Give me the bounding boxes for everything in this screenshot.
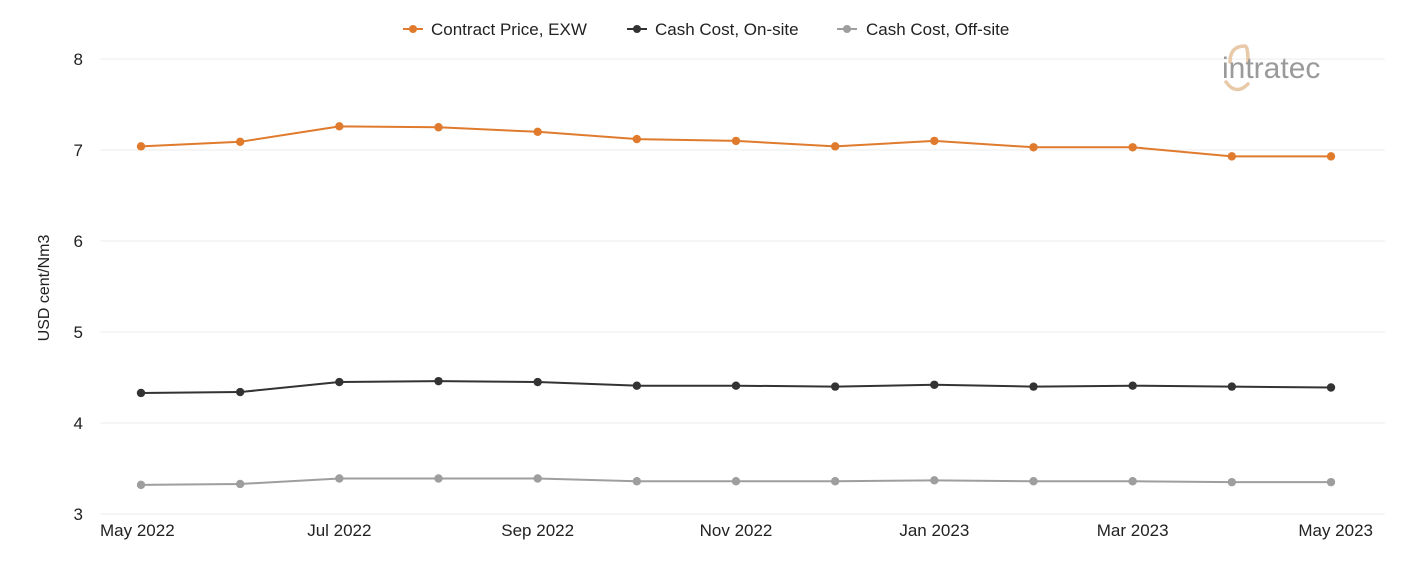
data-point[interactable] [930,476,939,485]
data-point[interactable] [1128,143,1137,152]
y-axis-label: USD cent/Nm3 [36,235,53,342]
x-tick-label: Jul 2022 [307,521,371,540]
logo-text: intratec [1222,52,1320,85]
legend-label: Contract Price, EXW [431,20,587,39]
y-tick-label: 4 [74,414,83,433]
x-tick-label: Jan 2023 [899,521,969,540]
x-tick-label: May 2022 [100,521,175,540]
data-point[interactable] [434,123,443,132]
data-point[interactable] [434,376,443,386]
data-point[interactable] [1326,152,1336,161]
data-point[interactable] [136,388,146,398]
legend-marker-icon [633,25,641,33]
data-point[interactable] [1326,477,1336,487]
legend-marker-icon [409,25,417,33]
data-point[interactable] [930,380,939,389]
data-point[interactable] [434,474,443,483]
y-axis-ticks: 3 4 5 6 7 8 [74,50,83,524]
data-point[interactable] [335,377,344,387]
logo-arc-icon [1228,44,1250,64]
x-tick-label: Sep 2022 [501,521,574,540]
data-point[interactable] [1227,382,1237,391]
logo-arrow-icon [1224,80,1250,92]
data-point[interactable] [731,477,741,486]
data-point[interactable] [533,377,542,387]
legend-label: Cash Cost, Off-site [866,20,1009,39]
y-tick-label: 8 [74,50,83,69]
data-point[interactable] [235,479,245,489]
x-tick-label: May 2023 [1298,521,1373,540]
data-point[interactable] [930,136,939,146]
series-2 [136,474,1336,490]
data-point[interactable] [1227,477,1237,487]
intratec-logo: intratec [1222,44,1320,92]
data-point[interactable] [533,127,542,136]
legend-item[interactable]: Cash Cost, On-site [627,20,799,39]
x-axis-ticks: May 2022 Jul 2022 Sep 2022 Nov 2022 Jan 2023… [100,521,1373,540]
legend[interactable]: Contract Price, EXW Cash Cost, On-site Cas… [403,20,1009,39]
series-group [136,122,1336,490]
legend-item[interactable]: Cash Cost, Off-site [837,20,1009,39]
data-point[interactable] [1128,477,1137,486]
legend-item[interactable]: Contract Price, EXW [403,20,587,39]
x-tick-label: Mar 2023 [1097,521,1169,540]
data-point[interactable] [1326,383,1336,392]
series-0 [136,122,1336,161]
legend-marker-icon [843,25,851,33]
data-point[interactable] [1029,382,1038,391]
data-point[interactable] [830,142,840,151]
data-point[interactable] [335,474,344,483]
data-point[interactable] [632,134,642,144]
x-tick-label: Nov 2022 [700,521,773,540]
legend-label: Cash Cost, On-site [655,20,799,39]
y-tick-label: 7 [74,141,83,160]
gridlines [100,58,1385,515]
data-point[interactable] [1029,477,1038,486]
y-tick-label: 6 [74,232,83,251]
data-point[interactable] [335,122,344,131]
series-1 [136,376,1336,398]
data-point[interactable] [235,137,245,147]
data-point[interactable] [1029,143,1038,152]
data-point[interactable] [235,387,245,397]
data-point[interactable] [1128,381,1137,390]
y-tick-label: 3 [74,505,83,524]
data-point[interactable] [830,382,840,391]
data-point[interactable] [1227,152,1237,161]
y-tick-label: 5 [74,323,83,342]
data-point[interactable] [830,477,840,486]
data-point[interactable] [632,477,642,486]
data-point[interactable] [731,381,741,390]
data-point[interactable] [632,381,642,390]
data-point[interactable] [533,474,542,483]
data-point[interactable] [136,142,146,151]
data-point[interactable] [136,480,146,490]
data-point[interactable] [731,136,741,146]
